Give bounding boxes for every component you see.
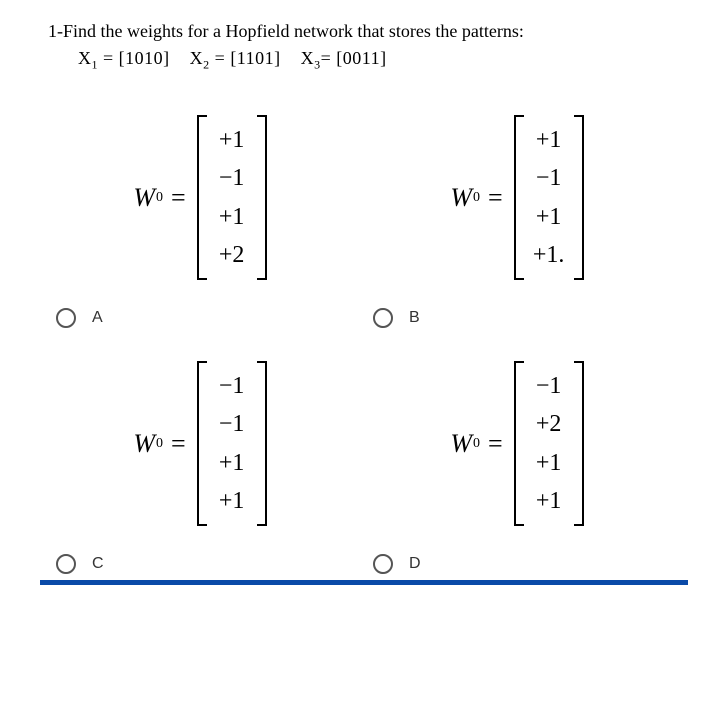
option-c-v1: −1 (210, 405, 254, 443)
radio-b[interactable] (373, 308, 393, 328)
option-c-matrix: −1 −1 +1 +1 (194, 361, 270, 527)
option-b-v2: +1 (527, 198, 571, 236)
option-a-v3: +2 (210, 236, 254, 274)
option-b-v3: +1. (527, 236, 571, 274)
bracket-right (256, 115, 270, 281)
option-d-cell: W0 = −1 +2 +1 +1 D (365, 344, 672, 574)
bracket-left (511, 115, 525, 281)
radio-b-label: B (409, 309, 420, 327)
option-a-formula: W0 = +1 −1 +1 +2 (48, 98, 355, 298)
eq1: = (98, 48, 119, 68)
option-c-radio-row[interactable]: C (48, 554, 355, 574)
radio-c-label: C (92, 555, 104, 573)
option-b-matrix: +1 −1 +1 +1. (511, 115, 587, 281)
option-d-col: −1 +2 +1 +1 (525, 361, 573, 527)
option-b-radio-row[interactable]: B (365, 308, 672, 328)
bracket-right (573, 361, 587, 527)
question-line-2: X1 = [1010] X2 = [1101] X3= [0011] (48, 45, 672, 74)
radio-a[interactable] (56, 308, 76, 328)
bracket-right (256, 361, 270, 527)
option-b-v1: −1 (527, 159, 571, 197)
option-d-v0: −1 (527, 367, 571, 405)
option-b-var: W (450, 183, 472, 213)
option-d-v3: +1 (527, 482, 571, 520)
option-c-eqn: W0 = −1 −1 +1 +1 (133, 361, 269, 527)
option-a-var: W (133, 183, 155, 213)
bracket-right (573, 115, 587, 281)
eq2: = (210, 48, 231, 68)
option-a-v1: −1 (210, 159, 254, 197)
option-c-eqsign: = (163, 429, 194, 459)
option-c-v2: +1 (210, 444, 254, 482)
option-d-sub: 0 (472, 436, 480, 452)
question-line-1: 1-Find the weights for a Hopfield networ… (48, 18, 672, 45)
option-d-formula: W0 = −1 +2 +1 +1 (365, 344, 672, 544)
option-c-cell: W0 = −1 −1 +1 +1 C (48, 344, 355, 574)
option-c-formula: W0 = −1 −1 +1 +1 (48, 344, 355, 544)
radio-c[interactable] (56, 554, 76, 574)
option-d-eqn: W0 = −1 +2 +1 +1 (450, 361, 586, 527)
x1-val: [1010] (119, 48, 170, 68)
option-a-radio-row[interactable]: A (48, 308, 355, 328)
option-a-eqn: W0 = +1 −1 +1 +2 (133, 115, 269, 281)
option-d-eqsign: = (480, 429, 511, 459)
radio-d[interactable] (373, 554, 393, 574)
x2-val: [1101] (230, 48, 280, 68)
option-d-radio-row[interactable]: D (365, 554, 672, 574)
option-b-formula: W0 = +1 −1 +1 +1. (365, 98, 672, 298)
option-a-col: +1 −1 +1 +2 (208, 115, 256, 281)
option-b-cell: W0 = +1 −1 +1 +1. B (365, 98, 672, 328)
question-block: 1-Find the weights for a Hopfield networ… (48, 18, 672, 74)
radio-d-label: D (409, 555, 421, 573)
option-c-v0: −1 (210, 367, 254, 405)
option-a-eqsign: = (163, 183, 194, 213)
x3-val: [0011] (336, 48, 386, 68)
x2-var: X (190, 48, 204, 68)
option-d-matrix: −1 +2 +1 +1 (511, 361, 587, 527)
options-grid: W0 = +1 −1 +1 +2 A (48, 98, 672, 574)
option-b-eqn: W0 = +1 −1 +1 +1. (450, 115, 586, 281)
option-b-eqsign: = (480, 183, 511, 213)
option-d-v1: +2 (527, 405, 571, 443)
option-c-sub: 0 (155, 436, 163, 452)
option-a-sub: 0 (155, 190, 163, 206)
option-d-v2: +1 (527, 444, 571, 482)
option-c-col: −1 −1 +1 +1 (208, 361, 256, 527)
option-d-var: W (450, 429, 472, 459)
eq3: = (321, 48, 337, 68)
option-b-col: +1 −1 +1 +1. (525, 115, 573, 281)
bracket-left (194, 361, 208, 527)
page-root: 1-Find the weights for a Hopfield networ… (0, 0, 720, 595)
bracket-left (194, 115, 208, 281)
radio-a-label: A (92, 309, 103, 327)
option-a-cell: W0 = +1 −1 +1 +2 A (48, 98, 355, 328)
footer-separator (40, 580, 688, 585)
option-c-var: W (133, 429, 155, 459)
bracket-left (511, 361, 525, 527)
x3-var: X (301, 48, 315, 68)
option-b-v0: +1 (527, 121, 571, 159)
option-a-v2: +1 (210, 198, 254, 236)
x1-var: X (78, 48, 92, 68)
option-a-matrix: +1 −1 +1 +2 (194, 115, 270, 281)
option-b-sub: 0 (472, 190, 480, 206)
option-c-v3: +1 (210, 482, 254, 520)
option-a-v0: +1 (210, 121, 254, 159)
